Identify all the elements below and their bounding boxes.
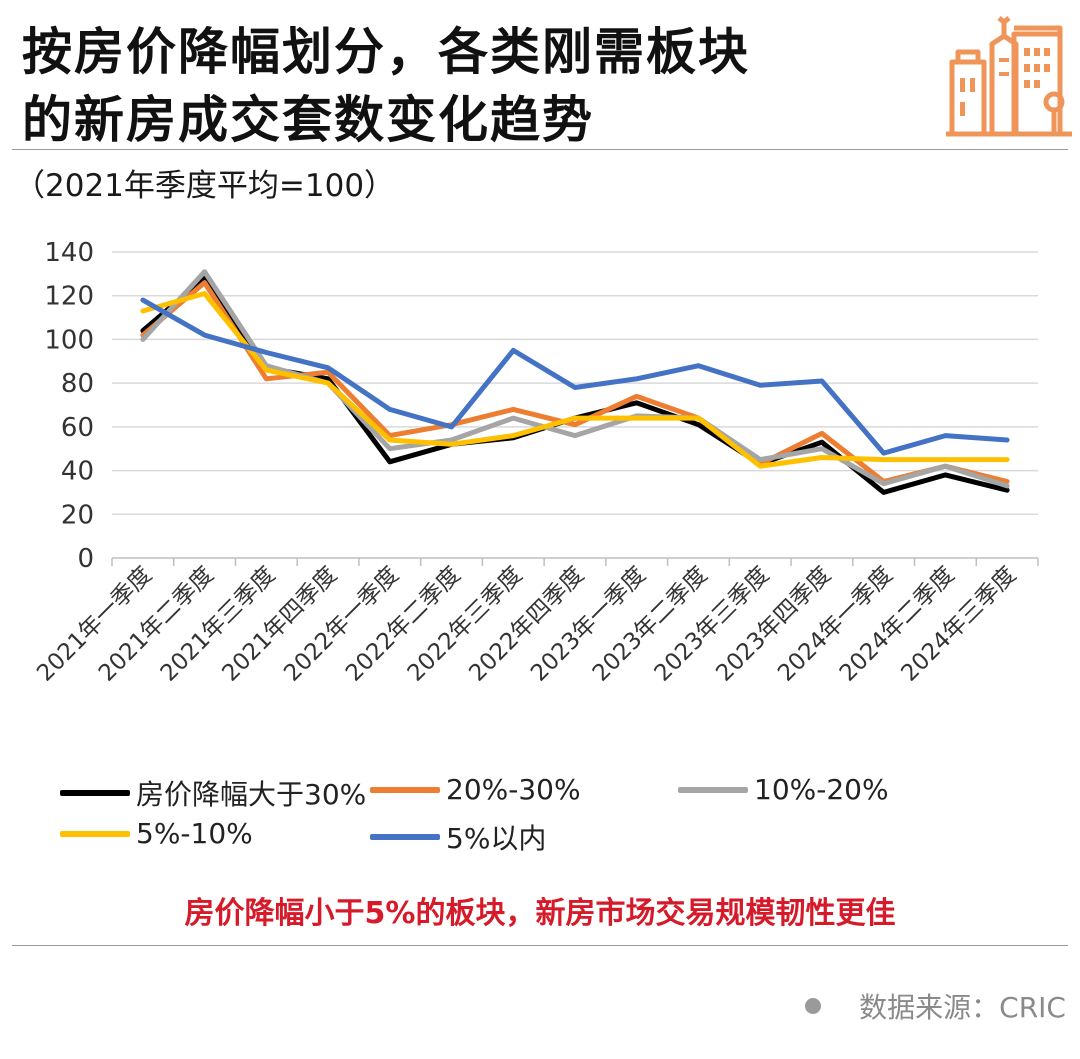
bullet-dot-icon (805, 998, 822, 1014)
series-lines (140, 269, 1010, 495)
legend-item-2: 20%-30% (370, 773, 581, 806)
series-line-3 (140, 269, 1010, 489)
legend-item-4: 5%-10% (60, 817, 253, 850)
y-tick-label: 140 (44, 238, 94, 268)
y-axis-ticks: 0 20 40 60 80 100 120 140 (44, 238, 94, 574)
bottom-divider (12, 945, 1068, 946)
legend-label-3: 10%-20% (754, 773, 889, 806)
chart-title-line-2: 的新房成交套数变化趋势 (22, 91, 594, 149)
y-tick-label: 40 (61, 457, 94, 487)
chart-title-line-1: 按房价降幅划分，各类刚需板块 (22, 23, 750, 81)
legend-swatch-3 (678, 786, 748, 793)
legend-swatch-2 (370, 786, 440, 793)
data-source: 数据来源：CRIC (805, 986, 1066, 1026)
city-buildings-icon (946, 16, 1072, 137)
y-tick-label: 0 (77, 544, 94, 574)
series-line-2 (140, 280, 1010, 484)
y-tick-label: 80 (61, 369, 94, 399)
legend-label-1: 房价降幅大于30% (136, 778, 367, 811)
chart-subtitle: （2021年季度平均=100） (14, 168, 396, 204)
legend-swatch-5 (370, 834, 440, 840)
legend-swatch-1 (60, 790, 130, 796)
y-tick-label: 100 (44, 325, 94, 355)
chart-legend: 房价降幅大于30% 20%-30% 10%-20% 5%-10% 5%以内 (0, 765, 1080, 865)
y-tick-label: 20 (61, 500, 94, 530)
x-axis: 2021年一季度2021年二季度2021年三季度2021年四季度2022年一季度… (32, 557, 1039, 687)
legend-label-5: 5%以内 (446, 822, 547, 855)
grid-lines (112, 251, 1038, 516)
y-tick-label: 120 (44, 282, 94, 312)
top-divider (12, 149, 1068, 150)
legend-swatch-4 (60, 830, 130, 837)
series-line-5 (140, 297, 1010, 456)
y-tick-label: 60 (61, 413, 94, 443)
data-source-text: 数据来源：CRIC (859, 991, 1066, 1024)
legend-label-2: 20%-30% (446, 773, 581, 806)
legend-item-1: 房价降幅大于30% (60, 773, 366, 813)
legend-item-3: 10%-20% (678, 773, 889, 806)
legend-label-4: 5%-10% (136, 817, 253, 850)
series-line-4 (140, 291, 1010, 469)
line-chart: 0 20 40 60 80 100 120 140 2021年一季度2021年二季度2021年… (32, 238, 1039, 687)
legend-item-5: 5%以内 (370, 817, 546, 857)
key-finding-note: 房价降幅小于5%的板块，新房市场交易规模韧性更佳 (184, 896, 896, 931)
